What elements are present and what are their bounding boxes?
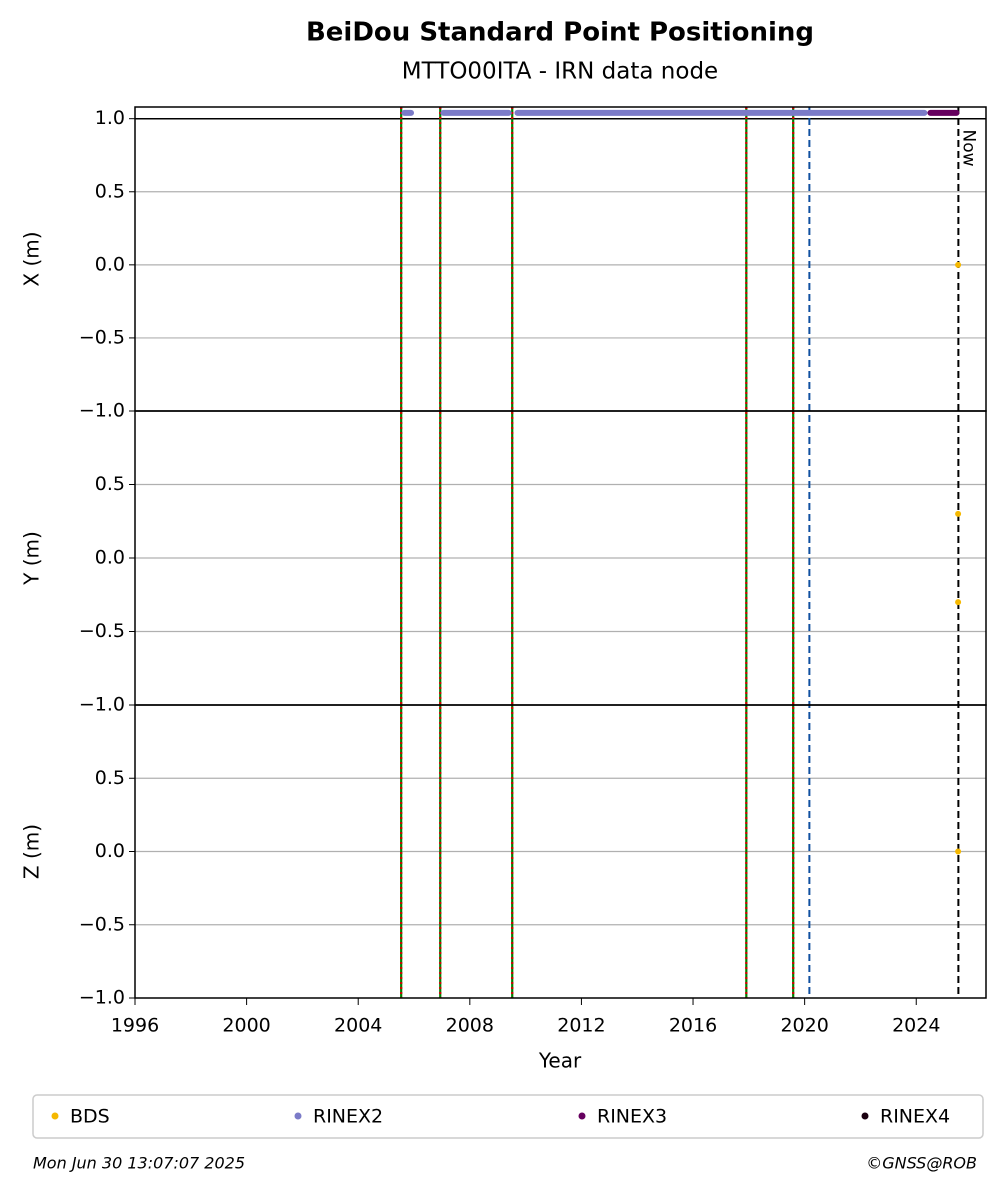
x-tick-label: 1996 — [111, 1015, 159, 1037]
y-tick-label: −1.0 — [79, 694, 125, 716]
legend-label: RINEX2 — [313, 1106, 383, 1128]
y-tick-label: −1.0 — [79, 400, 125, 422]
y-tick-label: 0.5 — [95, 180, 125, 202]
y-tick-label: 1.0 — [95, 107, 125, 129]
x-tick-label: 2000 — [222, 1015, 270, 1037]
data-point — [955, 599, 962, 606]
timestamp: Mon Jun 30 13:07:07 2025 — [33, 1154, 245, 1173]
x-axis-label: Year — [538, 1049, 582, 1073]
y-tick-label: −0.5 — [79, 620, 125, 642]
x-tick-label: 2024 — [892, 1015, 940, 1037]
y-tick-label: 0.0 — [95, 253, 125, 275]
chart-title: BeiDou Standard Point Positioning — [306, 18, 814, 48]
legend-label: RINEX4 — [880, 1106, 950, 1128]
legend-label: BDS — [70, 1106, 110, 1128]
y-tick-label: −0.5 — [79, 913, 125, 935]
y-axis-label: X (m) — [20, 231, 44, 286]
x-tick-label: 2004 — [334, 1015, 382, 1037]
data-point — [955, 510, 962, 517]
legend-marker — [861, 1112, 869, 1120]
legend-marker — [294, 1112, 302, 1120]
y-tick-label: 0.0 — [95, 547, 125, 569]
y-tick-label: −1.0 — [79, 987, 125, 1009]
now-label: Now — [958, 129, 978, 166]
x-tick-label: 2020 — [780, 1015, 828, 1037]
credit: ©GNSS@ROB — [866, 1154, 977, 1173]
availability-strip — [514, 109, 928, 116]
legend-marker — [578, 1112, 586, 1120]
data-point — [955, 848, 962, 855]
legend-box — [32, 1094, 984, 1139]
legend-label: RINEX3 — [597, 1106, 667, 1128]
y-axis-label: Y (m) — [20, 531, 44, 586]
availability-strip — [927, 109, 960, 116]
y-tick-label: −0.5 — [79, 326, 125, 348]
chart-subtitle: MTTO00ITA - IRN data node — [402, 59, 718, 85]
panel-frame — [134, 704, 987, 999]
panel-frame — [134, 106, 987, 412]
y-tick-label: 0.0 — [95, 840, 125, 862]
availability-strip — [401, 109, 415, 116]
y-axis-label: Z (m) — [20, 824, 44, 879]
y-tick-label: 0.5 — [95, 473, 125, 495]
y-tick-label: 0.5 — [95, 767, 125, 789]
x-tick-label: 2012 — [557, 1015, 605, 1037]
legend-marker — [51, 1112, 59, 1120]
availability-strip — [440, 109, 512, 116]
data-point — [955, 261, 962, 268]
x-tick-label: 2016 — [669, 1015, 717, 1037]
x-tick-label: 2008 — [446, 1015, 494, 1037]
